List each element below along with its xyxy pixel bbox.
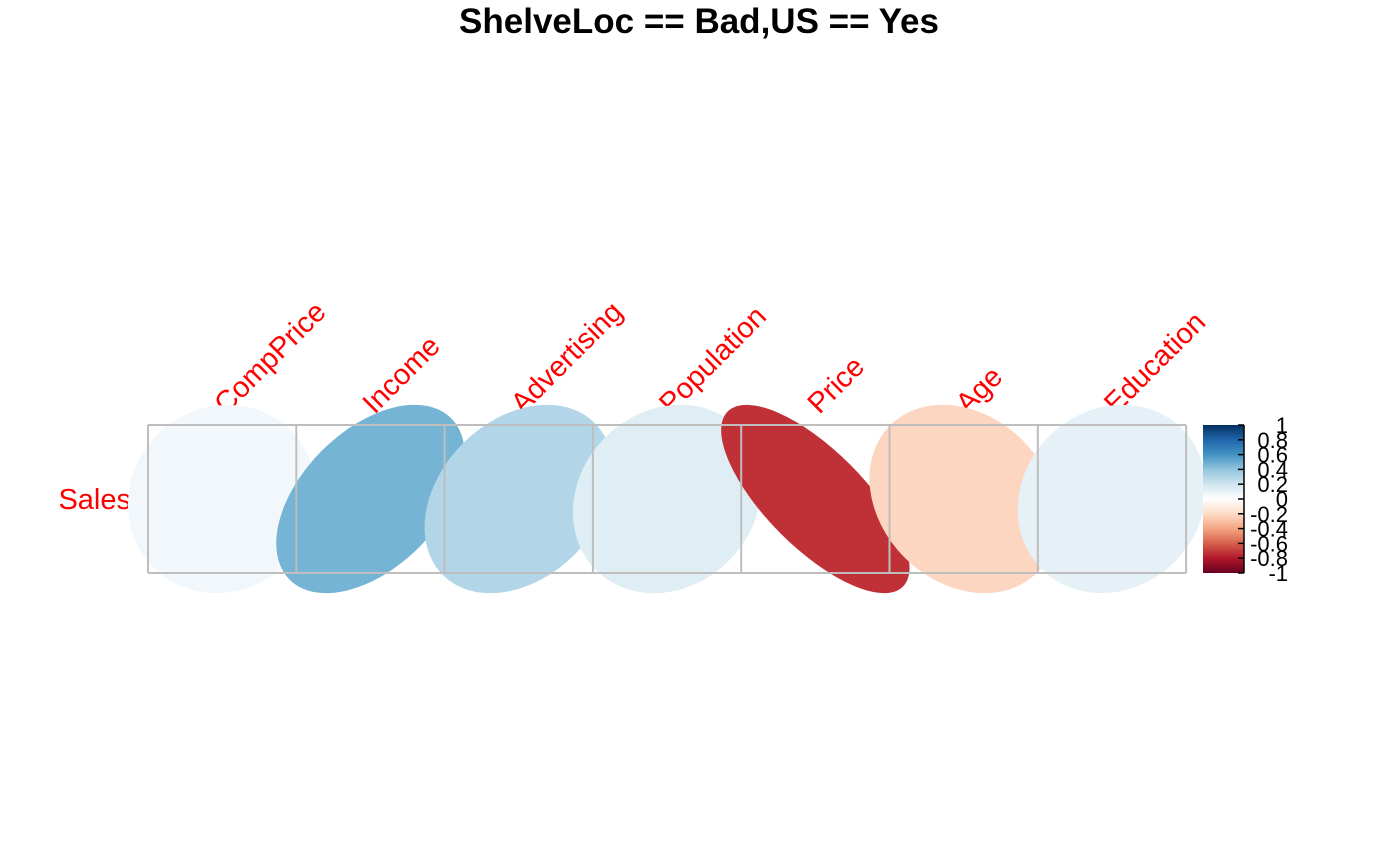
chart-title: ShelveLoc == Bad,US == Yes [459,2,939,41]
colorbar-tick-label: -0.8 [1250,546,1288,571]
correlation-ellipse [721,404,910,594]
column-labels: CompPrice Income Advertising Population Pric… [208,296,1212,420]
column-label: Price [802,351,871,420]
column-label: Education [1098,306,1212,420]
colorbar-tick-label: 0.8 [1257,428,1288,453]
colorbar-legend: 10.80.60.40.20-0.2-0.4-0.6-0.8-1 [1203,413,1288,586]
colorbar-tick-label: -0.2 [1250,502,1288,527]
correlation-ellipse [276,404,465,594]
colorbar-tick-label: 0.4 [1257,457,1288,482]
correlation-ellipse [572,404,762,594]
column-label: Population [653,300,773,420]
colorbar-tick-label: 1 [1276,413,1288,438]
colorbar-gradient [1203,425,1244,573]
row-label: Sales [58,484,131,516]
correlation-ellipse [1017,404,1207,594]
colorbar-tick-label: -1 [1268,561,1288,586]
correlation-ellipse [869,404,1058,594]
column-label: CompPrice [208,296,332,420]
correlation-cells [127,404,1207,594]
colorbar-tick-label: -0.4 [1250,517,1288,542]
correlation-ellipse [424,404,613,594]
row-labels: Sales [58,484,131,516]
colorbar-tick-label: 0 [1276,487,1288,512]
colorbar-tick-label: -0.6 [1250,531,1288,556]
colorbar-tick-label: 0.2 [1257,472,1288,497]
column-label: Advertising [505,296,629,420]
colorbar-tick-label: 0.6 [1257,443,1288,468]
correlation-ellipse [127,404,317,594]
